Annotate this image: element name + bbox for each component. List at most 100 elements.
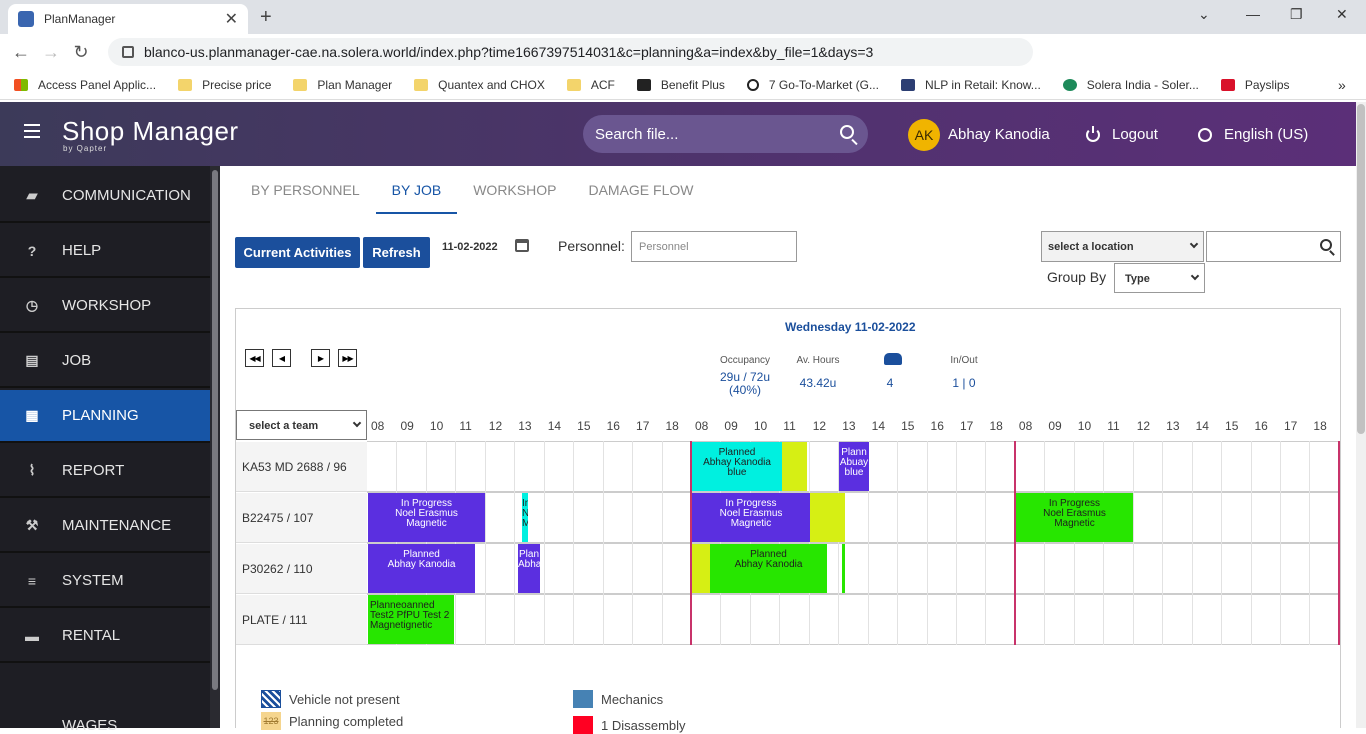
planning-block[interactable]: Planned Abhay Kanodia: [368, 544, 475, 593]
tab-by-personnel[interactable]: BY PERSONNEL: [251, 182, 360, 198]
day-separator: [690, 441, 692, 645]
job-row-label[interactable]: KA53 MD 2688 / 96: [236, 442, 367, 492]
folder-icon: [293, 78, 308, 91]
hour-gridline: [1309, 441, 1311, 645]
refresh-button[interactable]: Refresh: [363, 237, 430, 268]
maximize-icon[interactable]: ❐: [1290, 6, 1303, 22]
browser-tab-title: PlanManager: [44, 12, 116, 26]
user-name[interactable]: Abhay Kanodia: [948, 126, 1050, 143]
sidebar-item-rental[interactable]: ▬ RENTAL: [0, 610, 210, 663]
sidebar-item-job[interactable]: ▤ JOB: [0, 335, 210, 388]
language-button[interactable]: English (US): [1198, 126, 1308, 143]
bookmark[interactable]: Quantex and CHOX: [414, 78, 545, 92]
hour-header: 18: [989, 419, 1003, 433]
planning-block[interactable]: [782, 442, 807, 491]
sidebar-item-planning[interactable]: ▦ PLANNING: [0, 390, 210, 443]
sidebar-item-system[interactable]: ≡ SYSTEM: [0, 555, 210, 608]
planning-block[interactable]: [692, 544, 710, 593]
url-field[interactable]: blanco-us.planmanager-cae.na.solera.worl…: [108, 38, 1033, 66]
last-page-icon[interactable]: ▶▶: [338, 349, 357, 367]
location-search-input[interactable]: [1206, 231, 1341, 262]
close-tab-icon[interactable]: ✕: [224, 11, 238, 28]
first-page-icon[interactable]: ◀◀: [245, 349, 264, 367]
sidebar-scroll-thumb[interactable]: [212, 170, 218, 690]
new-tab-icon[interactable]: +: [260, 6, 272, 28]
hour-gridline: [926, 441, 928, 645]
browser-tab-bar: PlanManager ✕ + ⌄ — ❐ ✕: [0, 0, 1366, 34]
sidebar-item-maintenance[interactable]: ⚒ MAINTENANCE: [0, 500, 210, 553]
browser-tab[interactable]: PlanManager ✕: [8, 4, 248, 34]
job-row-label[interactable]: P30262 / 110: [236, 544, 367, 594]
bookmark[interactable]: Benefit Plus: [636, 78, 725, 92]
bookmark[interactable]: Access Panel Applic...: [14, 78, 156, 92]
hour-header: 15: [577, 419, 591, 433]
previous-page-icon[interactable]: ◀: [272, 349, 291, 367]
chevron-down-icon: [1190, 271, 1200, 281]
bookmark[interactable]: 7 Go-To-Market (G...: [746, 78, 879, 92]
hour-gridline: [602, 441, 604, 645]
bookmark[interactable]: ACF: [566, 78, 615, 92]
calendar-icon[interactable]: [515, 239, 529, 252]
hour-header: 15: [901, 419, 915, 433]
search-icon[interactable]: [840, 125, 854, 139]
tab-by-job[interactable]: BY JOB: [375, 172, 458, 214]
planning-block[interactable]: [842, 544, 845, 593]
location-select[interactable]: select a location: [1041, 231, 1204, 262]
reload-icon[interactable]: ↻: [73, 41, 89, 62]
personnel-input[interactable]: Personnel: [631, 231, 797, 262]
disassembly-swatch: [573, 716, 593, 734]
tab-damage-flow[interactable]: DAMAGE FLOW: [588, 182, 694, 198]
user-avatar[interactable]: AK: [908, 119, 940, 151]
page-scroll-thumb[interactable]: [1357, 104, 1365, 434]
logout-button[interactable]: Logout: [1086, 125, 1158, 143]
planning-block[interactable]: Planned Abhay Kanodia blue: [692, 442, 782, 491]
hour-header: 17: [960, 419, 974, 433]
sidebar-item-report[interactable]: ⌇ REPORT: [0, 445, 210, 498]
forward-icon[interactable]: →: [42, 41, 60, 62]
tab-workshop[interactable]: WORKSHOP: [473, 182, 557, 198]
bookmark[interactable]: Plan Manager: [293, 78, 392, 92]
hour-gridline: [484, 441, 486, 645]
sidebar-item-workshop[interactable]: ◷ WORKSHOP: [0, 280, 210, 333]
back-icon[interactable]: ←: [12, 41, 30, 62]
chevron-down-icon[interactable]: ⌄: [1198, 6, 1210, 22]
planning-block[interactable]: In Progress Noel Erasmus Magnetic: [1016, 493, 1133, 542]
planning-block[interactable]: In Progress Noel Erasmus Magnetic: [368, 493, 485, 542]
hamburger-menu-icon[interactable]: [24, 124, 40, 138]
search-icon[interactable]: [1320, 239, 1332, 251]
url-text: blanco-us.planmanager-cae.na.solera.worl…: [144, 44, 874, 60]
sidebar-item-help[interactable]: ? HELP: [0, 225, 210, 278]
group-by-select[interactable]: Type: [1114, 263, 1205, 293]
planning-block[interactable]: In N M: [522, 493, 528, 542]
next-page-icon[interactable]: ▶: [311, 349, 330, 367]
job-row-label[interactable]: PLATE / 111: [236, 595, 367, 645]
hour-gridline: [897, 441, 899, 645]
globe-icon: [1198, 127, 1212, 142]
bookmark[interactable]: Precise price: [178, 78, 271, 92]
planning-block[interactable]: Plann Abuay blue: [839, 442, 869, 491]
search-file-input[interactable]: Search file...: [583, 115, 868, 153]
bookmark[interactable]: Payslips: [1220, 78, 1290, 92]
hour-header: 16: [606, 419, 620, 433]
team-select[interactable]: select a team: [236, 410, 367, 440]
minimize-icon[interactable]: —: [1246, 6, 1260, 22]
job-row-label[interactable]: B22475 / 107: [236, 493, 367, 543]
current-activities-button[interactable]: Current Activities: [235, 237, 360, 268]
planning-block[interactable]: [810, 493, 845, 542]
hour-gridline: [1103, 441, 1105, 645]
folder-icon: [178, 78, 193, 91]
planning-block[interactable]: Planned Abhay Kanodia: [710, 544, 827, 593]
sidebar-item-communication[interactable]: ▰ COMMUNICATION: [0, 170, 210, 223]
wrench-icon: ⚒: [25, 517, 39, 533]
close-window-icon[interactable]: ✕: [1336, 6, 1348, 22]
planning-block[interactable]: Planneoanned Test2 PfPU Test 2 Magnetignet…: [368, 595, 454, 644]
more-bookmarks-icon[interactable]: »: [1338, 76, 1346, 93]
hour-gridline: [956, 441, 957, 645]
sidebar-item-wages[interactable]: WAGES: [62, 717, 118, 734]
planning-block[interactable]: Plan Abha: [518, 544, 540, 593]
bookmark[interactable]: NLP in Retail: Know...: [900, 78, 1041, 92]
date-value[interactable]: 11-02-2022: [442, 241, 498, 253]
planning-block[interactable]: In Progress Noel Erasmus Magnetic: [692, 493, 810, 542]
bookmark[interactable]: Solera India - Soler...: [1062, 78, 1199, 92]
circle-icon: [746, 78, 759, 91]
